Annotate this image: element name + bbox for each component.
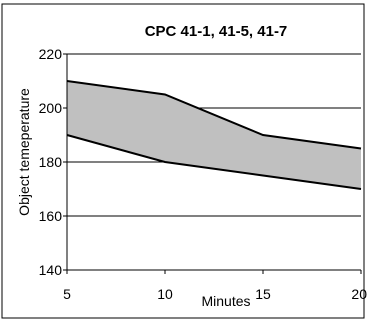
y-tick-label: 180: [39, 154, 63, 170]
x-tick-label: 15: [255, 286, 271, 302]
y-axis-label: Object temeperature: [16, 88, 32, 216]
x-tick-labels: 5 10 15 20: [63, 270, 367, 302]
chart-frame: [1, 3, 365, 319]
y-tick-label: 140: [39, 262, 63, 278]
x-tick-label: 20: [351, 286, 367, 302]
y-tick-label: 220: [39, 46, 63, 62]
chart-title: CPC 41-1, 41-5, 41-7: [145, 23, 288, 40]
lower-series-line: [66, 134, 362, 190]
y-tick-label: 200: [39, 100, 63, 116]
upper-series-line: [66, 80, 362, 150]
range-band: [67, 81, 361, 189]
y-tick-labels: 140 160 180 200 220: [39, 46, 67, 278]
x-axis-label: Minutes: [201, 293, 250, 309]
x-tick-label: 10: [157, 286, 173, 302]
x-tick-label: 5: [63, 286, 71, 302]
y-tick-label: 160: [39, 208, 63, 224]
